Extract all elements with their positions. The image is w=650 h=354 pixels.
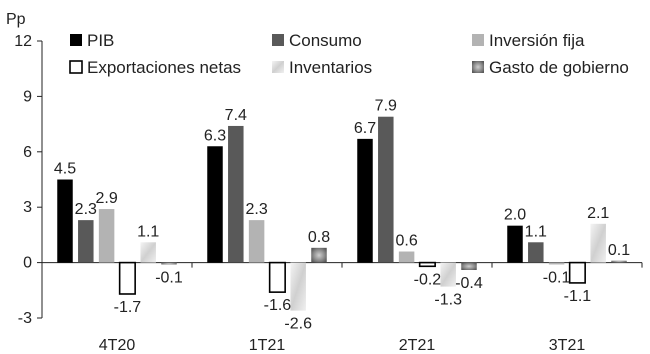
data-label: -1.3 xyxy=(434,292,462,309)
y-tick-label: -3 xyxy=(18,310,32,327)
data-label: 2.3 xyxy=(245,201,267,218)
data-label: 0.8 xyxy=(308,229,330,246)
bar xyxy=(57,179,73,263)
bar xyxy=(357,138,373,263)
legend: PIB Consumo Inversión fija Exportaciones ne… xyxy=(69,31,629,77)
y-tick-label: 0 xyxy=(23,255,32,272)
data-label: 1.1 xyxy=(525,223,547,240)
data-label: -0.1 xyxy=(543,269,571,286)
legend-swatch xyxy=(272,34,284,46)
data-label: 6.7 xyxy=(354,120,376,137)
bar xyxy=(290,262,306,311)
legend-swatch xyxy=(69,60,83,74)
bar xyxy=(118,261,136,295)
x-category-label: 3T21 xyxy=(549,337,586,354)
bar xyxy=(268,261,286,293)
bars xyxy=(57,116,627,311)
bar xyxy=(528,242,544,263)
data-label: 4.5 xyxy=(54,161,76,178)
bar xyxy=(590,223,606,263)
x-category-label: 4T20 xyxy=(99,337,136,354)
data-label: 7.4 xyxy=(225,107,247,124)
legend-swatch xyxy=(472,34,484,46)
data-labels: 4.52.32.9-1.71.1-0.16.37.42.3-1.6-2.60.8… xyxy=(54,98,630,333)
x-axis: 4T20 1T21 2T21 3T21 xyxy=(42,262,643,354)
data-label: -1.7 xyxy=(114,299,142,316)
legend-label: Consumo xyxy=(289,31,362,50)
data-label: 2.0 xyxy=(504,207,526,224)
legend-swatch xyxy=(70,34,82,46)
data-label: 2.9 xyxy=(95,190,117,207)
bar xyxy=(78,220,94,263)
data-label: 2.3 xyxy=(75,201,97,218)
bar xyxy=(461,262,477,270)
data-label: -0.4 xyxy=(455,275,483,292)
data-label: -0.2 xyxy=(414,271,442,288)
legend-swatch xyxy=(272,61,284,73)
legend-swatch xyxy=(472,61,484,73)
data-label: -1.1 xyxy=(564,288,592,305)
y-tick-label: 9 xyxy=(23,88,32,105)
data-label: -2.6 xyxy=(284,316,312,333)
y-tick-label: 3 xyxy=(23,199,32,216)
bar xyxy=(378,116,394,263)
bar xyxy=(440,262,456,287)
bar xyxy=(418,261,436,268)
y-tick-label: 12 xyxy=(14,33,32,50)
data-label: -1.6 xyxy=(264,297,292,314)
y-tick-label: 6 xyxy=(23,144,32,161)
legend-label: Exportaciones netas xyxy=(87,58,241,77)
data-label: 2.1 xyxy=(587,205,609,222)
data-label: 0.1 xyxy=(608,242,630,259)
data-label: 6.3 xyxy=(204,127,226,144)
legend-label: Inventarios xyxy=(289,58,372,77)
bar xyxy=(507,225,523,263)
legend-label: PIB xyxy=(87,31,114,50)
bar xyxy=(140,242,156,263)
bar xyxy=(568,261,586,284)
data-label: 7.9 xyxy=(375,98,397,115)
bar xyxy=(161,262,177,265)
bar xyxy=(611,260,627,263)
bar xyxy=(248,220,265,263)
x-category-label: 1T21 xyxy=(249,337,286,354)
bar xyxy=(548,262,565,265)
data-label: 1.1 xyxy=(137,223,159,240)
legend-label: Inversión fija xyxy=(489,31,585,50)
bar xyxy=(207,146,223,263)
data-label: 0.6 xyxy=(395,233,417,250)
data-label: -0.1 xyxy=(155,269,183,286)
x-category-label: 2T21 xyxy=(399,337,436,354)
bar xyxy=(398,251,415,263)
legend-label: Gasto de gobierno xyxy=(489,58,629,77)
bar xyxy=(228,125,244,263)
y-axis: 12 9 6 3 0 -3 xyxy=(14,33,42,327)
bar xyxy=(311,247,327,263)
bar xyxy=(98,209,115,263)
y-axis-unit-label: Pp xyxy=(6,11,26,28)
